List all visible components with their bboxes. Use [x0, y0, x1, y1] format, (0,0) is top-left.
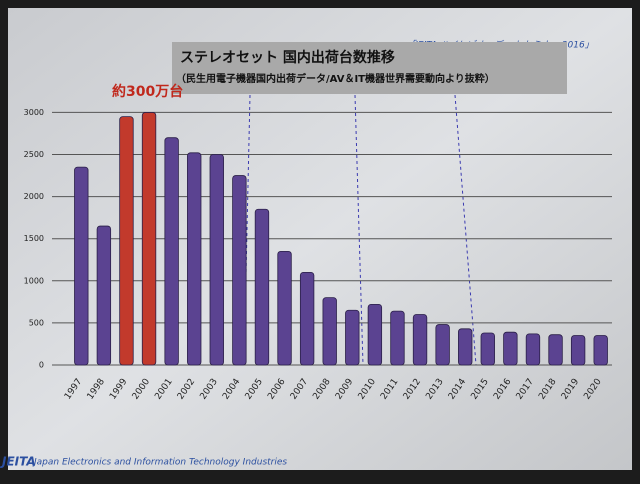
- y-tick-label: 3000: [24, 108, 44, 117]
- footer: Japan Electronics and Information Techno…: [32, 458, 287, 468]
- annotation: 約300万台: [112, 83, 183, 100]
- y-tick-label: 500: [29, 318, 44, 327]
- bar: [119, 116, 134, 366]
- bar: [390, 310, 405, 366]
- bar: [458, 328, 473, 366]
- bar: [254, 208, 270, 366]
- bar: [74, 166, 89, 366]
- bar: [593, 335, 608, 366]
- bar: [299, 271, 315, 366]
- bar: [277, 250, 292, 366]
- bar: [164, 137, 179, 366]
- bar: [435, 324, 450, 366]
- bar: [525, 333, 541, 366]
- bar: [187, 152, 202, 366]
- y-tick-label: 0: [39, 361, 44, 370]
- bar: [480, 332, 495, 366]
- title-box: [172, 42, 567, 94]
- chart-title: ステレオセット 国内出荷台数推移: [180, 49, 395, 66]
- y-tick-label: 2500: [24, 150, 44, 159]
- bar: [232, 175, 247, 366]
- y-tick-label: 1500: [24, 234, 44, 243]
- bar: [412, 314, 428, 366]
- bar: [367, 303, 383, 366]
- chart-subtitle: （民生用電子機器国内出荷データ/AV＆IT機器世界需要動向より抜粋）: [176, 72, 495, 85]
- bar: [503, 331, 518, 366]
- bar: [345, 309, 360, 366]
- y-tick-label: 1000: [24, 276, 44, 285]
- footer-logo: JEITA: [0, 455, 36, 469]
- bar: [141, 112, 157, 366]
- y-tick-label: 2000: [24, 192, 44, 201]
- bar: [548, 334, 563, 366]
- bar: [209, 154, 224, 366]
- bar: [322, 297, 337, 366]
- bar: [96, 225, 112, 366]
- bar: [570, 335, 586, 366]
